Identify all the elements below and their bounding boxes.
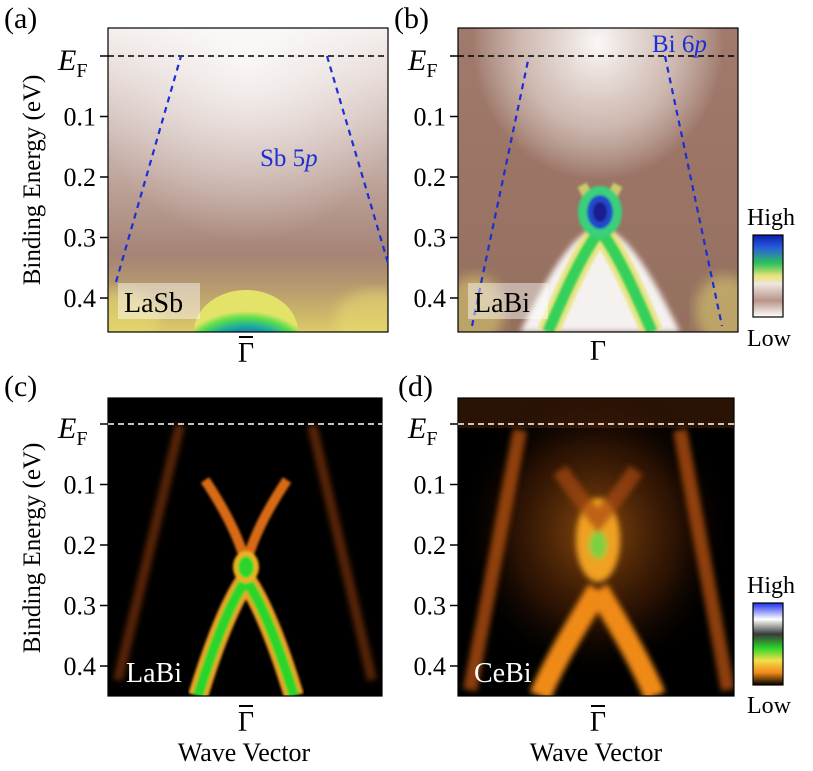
panel-d-sample: CeBi [474,658,532,689]
gamma-label-a: Γ [238,336,254,369]
panel-b-letter: (b) [394,2,429,35]
svg-text:Γ: Γ [238,707,254,738]
gamma-label-c: Γ [238,705,254,738]
y-tick-label: 0.4 [64,652,97,681]
band-guide-right [663,55,724,327]
panel-a-orbital-label: Sb 5p [260,145,318,172]
panel-c [107,397,383,697]
y-axis-title-top: Binding Energy (eV) [19,75,46,286]
panel-a-letter: (a) [4,2,37,35]
panel-a [107,27,390,333]
y-tick-label: 0.4 [414,284,447,313]
svg-text:Γ: Γ [590,336,606,367]
fermi-label-d: EF [407,412,437,450]
gamma-label-d: Γ [590,705,606,738]
y-tick-label: 0.2 [64,163,97,192]
colorbar-bottom-low: Low [747,693,792,719]
fermi-label-b: EF [407,44,437,82]
colorbar-top-high: High [747,205,795,231]
colorbar-bottom-high: High [747,573,795,599]
y-tick-label: 0.2 [414,531,447,560]
gamma-label-b: Γ [590,336,606,367]
y-tick-label: 0.1 [64,103,97,132]
colorbar-top [752,234,784,318]
y-axis-ticks: 0.1 0.2 0.3 0.4 0.1 0.2 0.3 0.4 0.1 0.2 0.3 0.4 0.1 0… [64,55,458,681]
panel-d-letter: (d) [398,370,433,403]
y-tick-label: 0.2 [414,163,447,192]
panel-d-heatmap [458,398,734,696]
y-tick-label: 0.3 [64,592,97,621]
panel-a-heatmap [108,28,388,332]
panel-c-sample: LaBi [126,658,182,689]
panel-b-orbital-label: Bi 6p [652,31,707,58]
y-tick-label: 0.4 [414,652,447,681]
panel-c-heatmap [108,398,382,696]
panel-b-heatmap [458,28,738,332]
panel-c-letter: (c) [4,370,37,403]
panel-a-sample: LaSb [124,288,183,319]
y-tick-label: 0.3 [64,224,97,253]
panel-d [457,397,735,697]
y-tick-label: 0.4 [64,284,97,313]
y-tick-label: 0.1 [414,471,447,500]
colorbar-bottom [752,602,784,686]
svg-text:Γ: Γ [238,338,254,369]
band-guide-left [470,55,531,327]
panel-b [457,27,739,333]
fermi-label-c: EF [57,412,87,450]
fermi-label-a: EF [57,44,87,82]
y-tick-label: 0.3 [414,592,447,621]
x-axis-title-c: Wave Vector [178,738,311,767]
y-tick-label: 0.2 [64,531,97,560]
y-axis-title-bottom: Binding Energy (eV) [19,443,46,654]
svg-text:Γ: Γ [590,707,606,738]
panel-b-sample: LaBi [474,288,530,319]
y-tick-label: 0.3 [414,224,447,253]
y-tick-label: 0.1 [414,103,447,132]
x-axis-title-d: Wave Vector [530,738,663,767]
colorbar-top-low: Low [747,326,792,352]
band-guide-right [325,55,390,264]
y-tick-label: 0.1 [64,471,97,500]
